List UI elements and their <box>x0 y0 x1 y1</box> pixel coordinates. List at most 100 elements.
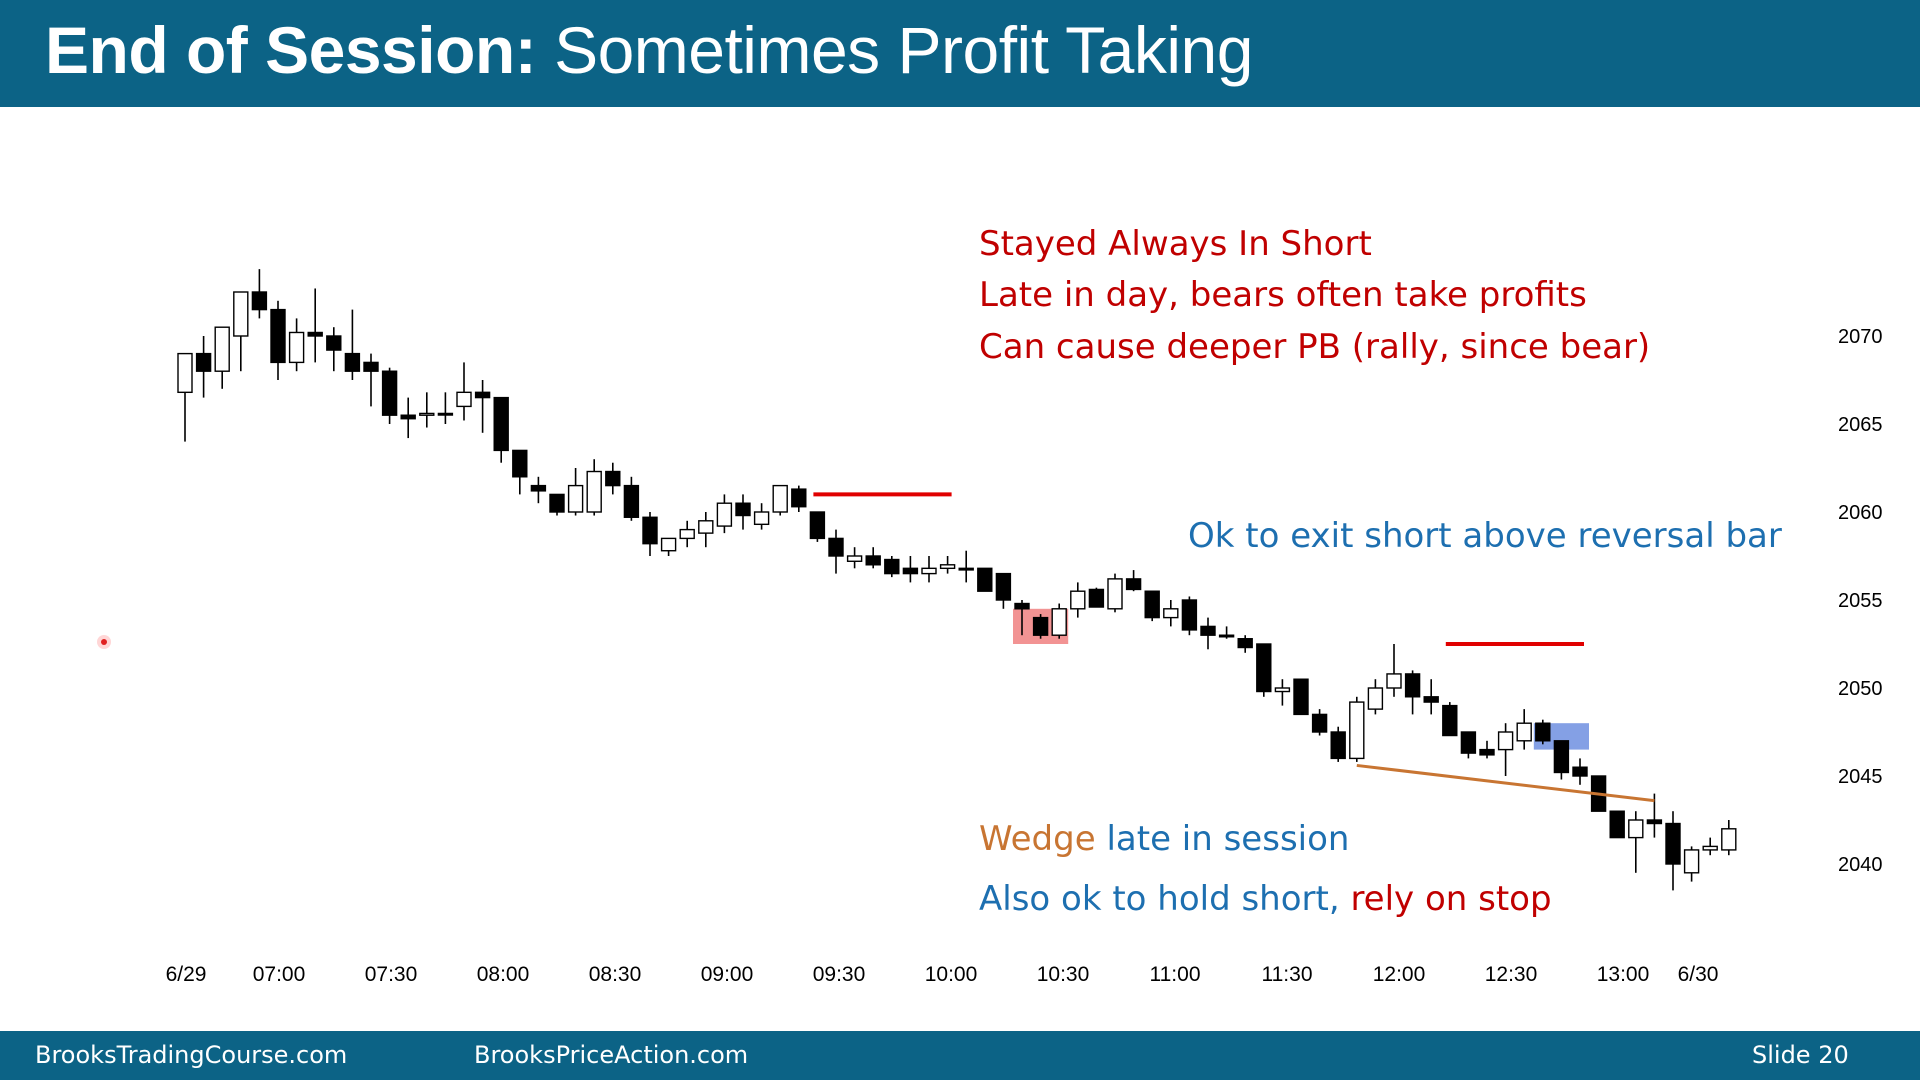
annotation-hold-short: Also ok to hold short, <box>979 879 1340 919</box>
x-tick-label: 10:00 <box>925 963 978 986</box>
y-tick-label: 2055 <box>1838 590 1883 612</box>
bull-candle-body <box>846 555 863 562</box>
x-tick-label: 13:00 <box>1597 963 1650 986</box>
wedge-trendline <box>1356 763 1655 803</box>
bull-candle-body <box>1628 819 1644 839</box>
x-tick-label: 08:00 <box>477 963 530 986</box>
x-tick-label: 08:30 <box>589 963 642 986</box>
bull-candle-body <box>214 326 230 372</box>
bull-candle-body <box>679 528 695 540</box>
bear-candle-body <box>270 308 286 364</box>
bear-candle-body <box>1442 704 1458 737</box>
bear-candle-body <box>865 555 881 566</box>
x-tick-label: 6/29 <box>166 963 207 986</box>
annotation-rely-stop: rely on stop <box>1350 879 1552 919</box>
bear-candle-body <box>735 502 751 517</box>
bear-candle-body <box>251 291 268 311</box>
annotation-late-session: late in session <box>1106 819 1350 859</box>
pointer-dot-icon <box>97 635 111 649</box>
bear-candle-body <box>1311 713 1328 733</box>
bear-candle-body <box>828 537 844 557</box>
bear-candle-body <box>642 516 658 545</box>
footer-course-site: BrooksTradingCourse.com <box>35 1041 348 1069</box>
y-tick-label: 2045 <box>1838 766 1883 788</box>
bull-candle-body <box>698 520 714 534</box>
annotation-wedge: Wedge <box>979 819 1096 859</box>
bear-candle-body <box>1423 696 1439 703</box>
bear-candle-body <box>363 361 379 372</box>
bull-candle-body <box>288 331 305 364</box>
bear-candle-body <box>977 567 993 592</box>
y-tick-label: 2050 <box>1838 678 1883 700</box>
bear-candle-body <box>1014 602 1030 610</box>
y-tick-label: 2070 <box>1838 326 1883 348</box>
y-tick-label: 2040 <box>1838 854 1883 876</box>
bear-candle-body <box>902 567 919 575</box>
bear-candle-body <box>493 396 509 452</box>
bear-candle-body <box>1646 819 1663 825</box>
x-tick-label: 10:30 <box>1037 963 1090 986</box>
bear-candle-body <box>809 511 826 540</box>
bear-candle-body <box>474 391 491 399</box>
bear-candle-body <box>791 488 807 508</box>
slide-footer: BrooksTradingCourse.com BrooksPriceActio… <box>0 1031 1920 1080</box>
bull-candle-body <box>753 511 770 526</box>
x-tick-label: 11:00 <box>1150 963 1201 986</box>
bear-candle-body <box>1032 616 1049 636</box>
y-tick-label: 2065 <box>1838 414 1883 436</box>
title-bold: End of Session: <box>45 13 537 87</box>
x-tick-label: 12:30 <box>1485 963 1538 986</box>
footer-price-action-site: BrooksPriceAction.com <box>474 1041 749 1069</box>
slide-header: End of Session: Sometimes Profit Taking <box>0 0 1920 107</box>
bear-candle-body <box>512 449 528 478</box>
bull-candle-body <box>772 484 788 513</box>
bear-candle-body <box>1479 748 1495 756</box>
bull-candle-body <box>660 537 677 552</box>
y-tick-label: 2060 <box>1838 502 1883 524</box>
bear-candle-body <box>400 414 416 420</box>
annotation-always-in-short: Stayed Always In Short <box>979 224 1372 264</box>
bear-candle-body <box>1609 810 1625 839</box>
bear-candle-body <box>530 484 547 492</box>
bear-candle-body <box>1144 590 1160 619</box>
bear-candle-body <box>995 572 1012 601</box>
bull-candle-body <box>1386 673 1402 689</box>
bear-candle-body <box>1404 673 1421 698</box>
bear-candle-body <box>1535 722 1551 742</box>
bull-candle-body <box>456 391 472 408</box>
bear-candle-body <box>1125 578 1142 591</box>
bull-candle-body <box>1516 722 1532 742</box>
bear-candle-body <box>884 558 900 575</box>
bear-candle-body <box>307 331 323 337</box>
title-rest: Sometimes Profit Taking <box>554 13 1253 87</box>
bear-candle-body <box>1293 678 1309 716</box>
bear-candle-body <box>1237 638 1253 649</box>
bull-candle-body <box>586 470 602 513</box>
bull-candle-body <box>1721 828 1737 851</box>
bear-candle-body <box>605 470 621 487</box>
bear-candle-body <box>1256 643 1272 693</box>
bear-candle-body <box>195 352 212 372</box>
slide-number: Slide 20 <box>1752 1041 1849 1069</box>
bull-candle-body <box>1070 590 1086 610</box>
bear-candle-body <box>437 412 454 416</box>
slide-title: End of Session: Sometimes Profit Taking <box>45 12 1253 88</box>
bull-candle-body <box>1683 849 1700 874</box>
x-tick-label: 09:00 <box>701 963 754 986</box>
bull-candle-body <box>1107 578 1123 610</box>
bull-candle-body <box>716 502 733 527</box>
bear-candle-body <box>381 370 398 416</box>
bull-candle-body <box>1702 845 1718 851</box>
bull-candle-body <box>233 291 249 337</box>
x-tick-label: 11:30 <box>1262 963 1313 986</box>
bull-candle-body <box>419 412 435 416</box>
bear-candle-body <box>1088 588 1105 608</box>
bull-candle-body <box>921 567 937 575</box>
bear-candle-body <box>344 352 361 372</box>
bear-candle-body <box>1665 822 1681 865</box>
annotation-late-profits: Late in day, bears often take profits <box>979 275 1587 315</box>
x-tick-label: 6/30 <box>1678 963 1719 986</box>
x-tick-label: 12:00 <box>1373 963 1426 986</box>
bull-candle-body <box>1367 687 1384 710</box>
bull-candle-body <box>1349 701 1365 760</box>
